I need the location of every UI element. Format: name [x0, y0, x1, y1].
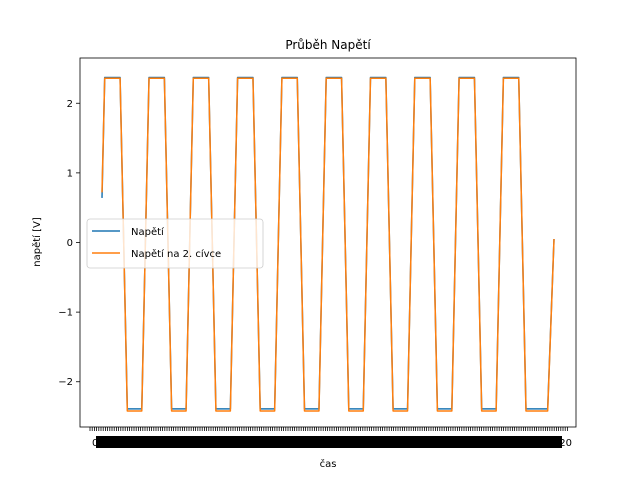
x-axis-ticks: 0.00 0.20: [89, 427, 572, 449]
x-tick-label-last: 0.20: [550, 438, 572, 449]
y-tick-label: −2: [58, 377, 73, 388]
y-tick-label: 0: [67, 238, 73, 249]
y-tick-label: −1: [58, 308, 73, 319]
y-tick-label: 1: [67, 168, 73, 179]
y-tick-label: 2: [67, 99, 73, 110]
series-layer: [101, 76, 555, 412]
x-tick-labels-overlap: [96, 436, 562, 448]
chart-title: Průběh Napětí: [285, 38, 371, 52]
series-line-1: [101, 77, 555, 412]
y-axis-ticks: −2 −1 0 1 2: [58, 99, 80, 388]
x-tick-label-first: 0.00: [92, 438, 114, 449]
y-axis-label: napětí [V]: [31, 217, 43, 267]
legend: Napětí Napětí na 2. cívce: [86, 218, 264, 269]
legend-label-napeti-2-civka: Napětí na 2. cívce: [131, 248, 221, 260]
plot-frame: [79, 57, 577, 428]
legend-label-napeti: Napětí: [131, 226, 165, 238]
legend-box: [86, 218, 264, 269]
x-axis-label: čas: [320, 458, 337, 470]
